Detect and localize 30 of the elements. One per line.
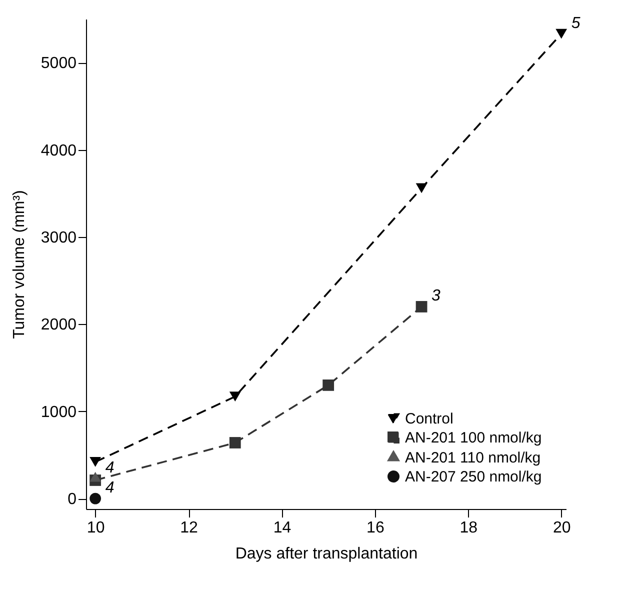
x-tick-label: 16 — [366, 520, 384, 536]
y-tick-label: 2000 — [40, 316, 77, 334]
x-axis-title: Days after transplantation — [235, 546, 418, 562]
annotation: 3 — [432, 288, 441, 305]
x-tick-label: 14 — [273, 520, 292, 536]
y-tick-label: 0 — [68, 491, 77, 508]
x-tick-label: 18 — [460, 520, 478, 536]
point — [90, 456, 102, 467]
point — [322, 379, 334, 391]
legend-label: AN-207 250 nmol/kg — [405, 468, 542, 486]
legend-label: AN-201 100 nmol/kg — [405, 430, 542, 446]
x-tick-label: 20 — [552, 520, 571, 536]
annotation: 5 — [571, 14, 580, 32]
x-tick-label: 10 — [86, 520, 105, 536]
annotation: 4 — [105, 459, 114, 476]
legend-label: Control — [405, 410, 454, 428]
point — [90, 492, 102, 504]
y-axis-title: Tumor volume (mm³) — [10, 190, 28, 339]
legend-label: AN-201 110 nmol/kg — [405, 450, 541, 466]
point — [229, 392, 241, 402]
point — [416, 301, 428, 312]
y-tick-label: 5000 — [40, 55, 77, 72]
point — [416, 183, 428, 194]
y-tick-label: 1000 — [40, 404, 77, 421]
y-tick-label: 3000 — [40, 229, 77, 246]
annotation: 4 — [105, 480, 114, 497]
x-tick-label: 12 — [180, 520, 198, 536]
point — [556, 28, 568, 39]
y-tick-label: 4000 — [40, 142, 77, 160]
point — [229, 437, 241, 448]
